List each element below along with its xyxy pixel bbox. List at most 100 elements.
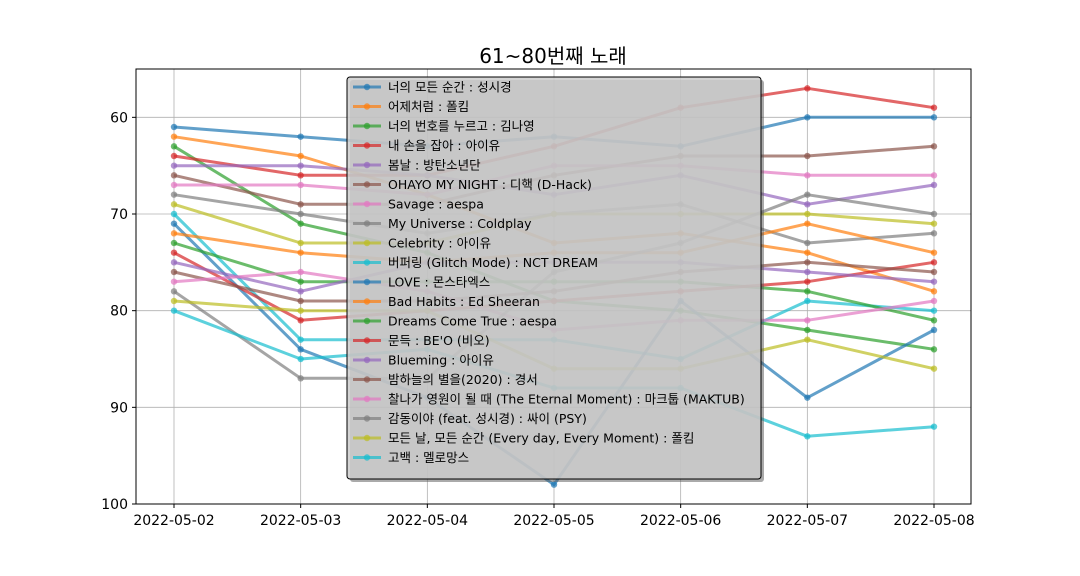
x-tick-label: 2022-05-05 xyxy=(513,513,594,529)
y-tick-label: 60 xyxy=(110,110,128,126)
data-point xyxy=(804,268,811,276)
legend-swatch-marker xyxy=(363,454,371,461)
legend-label: OHAYO MY NIGHT : 디핵 (D-Hack) xyxy=(388,177,592,192)
data-point xyxy=(170,143,178,150)
data-point xyxy=(930,365,938,372)
legend-label: Dreams Come True : aespa xyxy=(388,314,557,329)
data-point xyxy=(297,152,304,160)
data-point xyxy=(930,220,938,227)
legend-swatch-marker xyxy=(363,278,371,286)
data-point xyxy=(297,210,304,218)
legend-entry: Dreams Come True : aespa xyxy=(353,314,557,329)
data-point xyxy=(170,191,178,198)
data-point xyxy=(170,239,178,247)
data-point xyxy=(297,181,304,189)
legend-label: Celebrity : 아이유 xyxy=(388,236,491,251)
data-point xyxy=(297,172,304,179)
data-point xyxy=(930,210,938,218)
x-tick-label: 2022-05-04 xyxy=(387,513,468,529)
chart-title: 61~80번째 노래 xyxy=(479,44,627,68)
legend-swatch-marker xyxy=(363,83,371,91)
data-point xyxy=(804,433,811,440)
legend-swatch-marker xyxy=(363,103,371,110)
legend-swatch-marker xyxy=(363,434,371,442)
data-point xyxy=(297,201,304,208)
data-point xyxy=(930,249,938,256)
data-point xyxy=(550,481,558,488)
legend-label: 어제처럼 : 폴킴 xyxy=(388,99,469,114)
data-point xyxy=(170,259,178,266)
data-point xyxy=(297,375,304,382)
data-point xyxy=(170,172,178,179)
legend-entry: OHAYO MY NIGHT : 디핵 (D-Hack) xyxy=(353,177,592,192)
legend-label: 너의 번호를 누르고 : 김나영 xyxy=(388,119,535,134)
x-tick-label: 2022-05-02 xyxy=(133,513,214,529)
y-tick-label: 70 xyxy=(110,207,128,223)
data-point xyxy=(930,104,938,111)
x-tick-label: 2022-05-06 xyxy=(640,513,721,529)
data-point xyxy=(170,123,178,131)
data-point xyxy=(804,317,811,324)
legend-entry: 버퍼링 (Glitch Mode) : NCT DREAM xyxy=(353,255,598,270)
legend-entry: 밤하늘의 별을(2020) : 경서 xyxy=(353,372,538,387)
data-point xyxy=(930,346,938,353)
legend-swatch-marker xyxy=(363,259,371,266)
legend-swatch-marker xyxy=(363,181,371,188)
legend-swatch-marker xyxy=(363,298,371,305)
data-point xyxy=(170,268,178,276)
data-point xyxy=(930,307,938,314)
legend-entry: 감동이야 (feat. 성시경) : 싸이 (PSY) xyxy=(353,411,587,426)
y-tick-label: 100 xyxy=(101,497,128,513)
legend-swatch-marker xyxy=(363,415,371,422)
data-point xyxy=(804,259,811,266)
y-tick-label: 90 xyxy=(110,400,128,416)
data-point xyxy=(297,162,304,169)
legend-entry: Blueming : 아이유 xyxy=(353,353,494,368)
legend-entry: 문득 : BE'O (비오) xyxy=(353,333,490,348)
legend-entry: 봄날 : 방탄소년단 xyxy=(353,158,481,173)
data-point xyxy=(930,423,938,430)
legend-label: 밤하늘의 별을(2020) : 경서 xyxy=(388,372,538,387)
data-point xyxy=(804,152,811,160)
data-point xyxy=(297,307,304,314)
data-point xyxy=(930,114,938,121)
data-point xyxy=(804,278,811,285)
legend-label: LOVE : 몬스타엑스 xyxy=(388,275,490,290)
legend-label: Bad Habits : Ed Sheeran xyxy=(388,294,540,309)
data-point xyxy=(170,230,178,237)
legend-swatch-marker xyxy=(363,239,371,247)
legend-label: 찰나가 영원이 될 때 (The Eternal Moment) : 마크툽 (… xyxy=(388,392,745,407)
data-point xyxy=(170,220,178,227)
data-point xyxy=(804,336,811,343)
legend-label: Savage : aespa xyxy=(388,197,484,212)
data-point xyxy=(297,317,304,324)
data-point xyxy=(170,297,178,305)
data-point xyxy=(170,133,178,140)
legend-entry: 너의 번호를 누르고 : 김나영 xyxy=(353,119,535,134)
data-point xyxy=(804,114,811,121)
data-point xyxy=(930,230,938,237)
data-point xyxy=(930,172,938,179)
data-point xyxy=(297,336,304,343)
legend-swatch-marker xyxy=(363,142,371,149)
data-point xyxy=(804,249,811,256)
x-tick-label: 2022-05-08 xyxy=(893,513,974,529)
data-point xyxy=(170,181,178,189)
data-point xyxy=(297,133,304,140)
data-point xyxy=(297,288,304,295)
legend-entry: 내 손을 잡아 : 아이유 xyxy=(353,138,500,153)
y-tick-label: 80 xyxy=(110,304,128,320)
legend-entry: 너의 모든 순간 : 성시경 xyxy=(353,80,512,95)
data-point xyxy=(170,307,178,314)
legend-label: 버퍼링 (Glitch Mode) : NCT DREAM xyxy=(388,255,598,270)
axis-layer: 2022-05-02 2022-05-03 2022-05-04 2022-05-05… xyxy=(101,110,974,529)
legend-entry: 찰나가 영원이 될 때 (The Eternal Moment) : 마크툽 (… xyxy=(353,392,745,407)
data-point xyxy=(930,297,938,305)
legend-swatch-marker xyxy=(363,220,371,227)
data-point xyxy=(297,268,304,276)
data-point xyxy=(930,278,938,285)
data-point xyxy=(297,220,304,227)
data-point xyxy=(170,210,178,218)
legend-label: 봄날 : 방탄소년단 xyxy=(388,158,481,173)
